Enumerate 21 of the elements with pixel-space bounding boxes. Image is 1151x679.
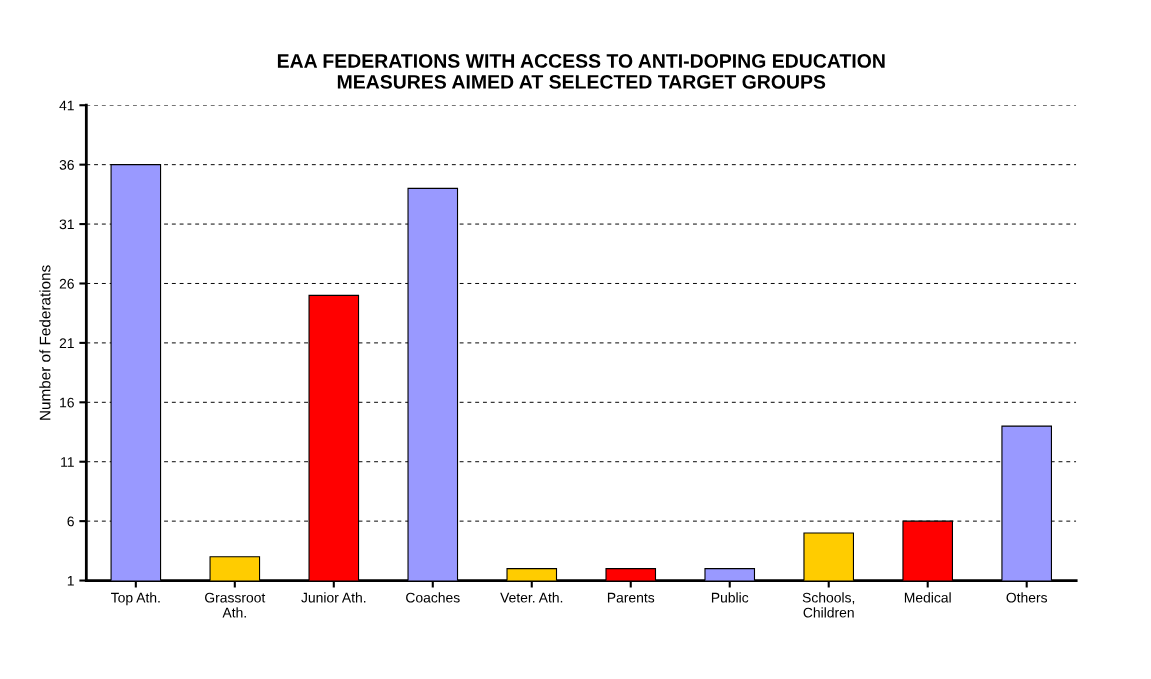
x-tick-label: Medical (904, 592, 951, 603)
y-tick-label: 31 (59, 219, 74, 230)
x-tick-label: Top Ath. (111, 592, 160, 606)
y-tick-label: 41 (59, 100, 74, 111)
x-tick-label: Coaches (406, 592, 460, 603)
x-tick-label: Parents (607, 592, 655, 603)
y-tick-label: 16 (60, 397, 74, 408)
y-tick-label: 36 (59, 159, 74, 170)
y-tick-label: 21 (59, 338, 74, 348)
x-tick-label: Others (1006, 592, 1048, 603)
x-tick-label: Junior Ath. (301, 592, 366, 603)
x-tick-label: Public (711, 592, 749, 603)
y-tick-label: 6 (67, 516, 74, 527)
x-tick-label: Schools, Children (802, 592, 855, 618)
y-tick-label: 26 (59, 278, 74, 289)
y-tick-label: 1 (67, 576, 74, 586)
y-axis-title: Number of Federations (39, 265, 51, 420)
x-tick-label: Veter. Ath. (500, 592, 563, 603)
chart-title: EAA FEDERATIONS WITH ACCESS TO ANTI-DOPING EDUCATION MEASURES AIMED AT SELECTED TARGET GROUPS (277, 54, 885, 89)
x-tick-label: Grassroot Ath. (205, 592, 266, 618)
y-tick-label: 11 (61, 457, 74, 467)
